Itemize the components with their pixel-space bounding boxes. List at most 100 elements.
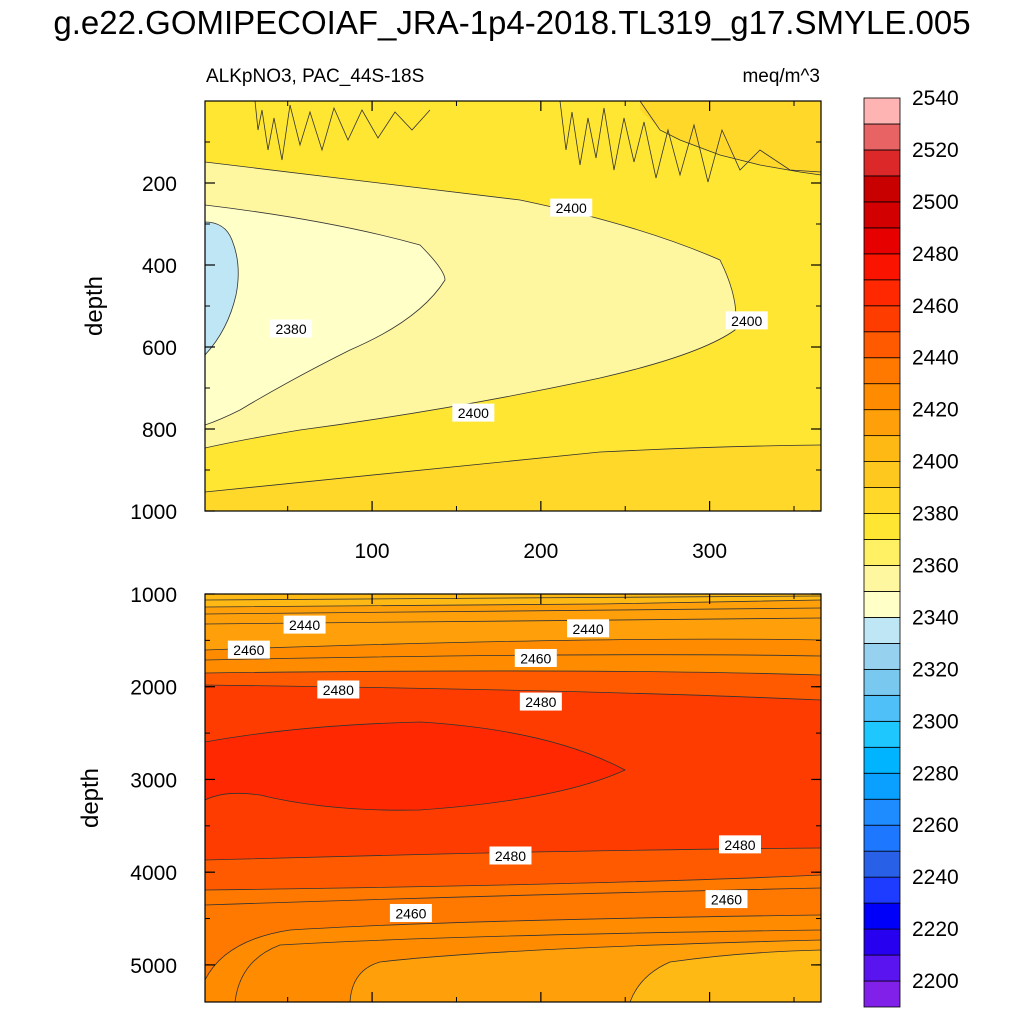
contour-label-bg-lower-9 xyxy=(705,890,748,909)
colorbar: 2200 2220 2240 2260 2280 2300 2320 2340 2360 2380… xyxy=(863,87,959,1008)
colorbar-swatch-0 xyxy=(863,980,901,1008)
colorbar-swatch-25 xyxy=(863,331,901,359)
lower-plot-frame xyxy=(204,593,822,1003)
chart-units: meq/m^3 xyxy=(742,66,820,87)
colorbar-label-8: 2360 xyxy=(912,554,959,577)
contour-2410-line xyxy=(639,101,821,176)
fill-2350-region xyxy=(205,222,239,355)
colorbar-swatch-19 xyxy=(863,487,901,514)
colorbar-swatch-21 xyxy=(863,435,901,462)
colorbar-swatch-20 xyxy=(863,461,901,488)
colorbar-swatch-13 xyxy=(863,643,901,670)
colorbar-swatch-7 xyxy=(863,798,901,826)
contour-label-upper-1: 2400 xyxy=(731,313,762,329)
fill-2485-region xyxy=(205,722,625,811)
colorbar-label-16: 2520 xyxy=(912,139,959,162)
colorbar-swatch-29 xyxy=(863,227,901,255)
contour-label-lower-7: 2480 xyxy=(724,837,755,853)
lower-contour-labels: 2440 2440 2460 2460 2480 2480 2480 2480 2460 2460 xyxy=(227,615,761,922)
contour-label-bg-lower-6 xyxy=(489,846,532,865)
contour-label-lower-9: 2460 xyxy=(711,892,742,908)
fill-2445-region xyxy=(205,639,821,675)
colorbar-label-4: 2280 xyxy=(912,762,959,785)
colorbar-label-15: 2500 xyxy=(912,191,959,214)
y-tick-label-upper-0: 200 xyxy=(142,173,177,196)
x-axis: 100 200 300 xyxy=(355,540,728,563)
colorbar-swatch-14 xyxy=(863,617,901,644)
x-tick-label-1: 200 xyxy=(523,540,558,563)
colorbar-label-0: 2200 xyxy=(912,970,959,993)
contour-2430-bottom-line xyxy=(629,949,821,1002)
contour-label-lower-0: 2440 xyxy=(289,617,320,633)
contour-label-upper-2: 2380 xyxy=(275,321,306,337)
fill-2370-region xyxy=(205,205,445,425)
colorbar-swatch-2 xyxy=(863,928,901,956)
colorbar-swatch-8 xyxy=(863,772,901,800)
colorbar-swatch-16 xyxy=(863,565,901,592)
contour-2490-line xyxy=(205,721,626,811)
y-tick-label-upper-1: 400 xyxy=(142,255,177,278)
contour-label-bg-upper-0 xyxy=(550,198,593,217)
contour-2425-line xyxy=(205,599,821,608)
colorbar-swatch-18 xyxy=(863,513,901,540)
upper-contour-lines xyxy=(205,101,821,493)
contour-label-lower-2: 2460 xyxy=(233,642,264,658)
contour-label-upper-0: 2400 xyxy=(556,200,587,216)
colorbar-swatch-24 xyxy=(863,357,901,385)
colorbar-label-9: 2380 xyxy=(912,503,959,526)
contour-label-lower-5: 2480 xyxy=(525,694,556,710)
contour-label-bg-lower-4 xyxy=(317,680,360,699)
colorbar-label-7: 2340 xyxy=(912,606,959,629)
y-tick-label-lower-3: 4000 xyxy=(130,862,177,885)
contour-label-bg-lower-1 xyxy=(567,619,610,638)
colorbar-label-17: 2540 xyxy=(912,87,959,110)
contour-label-lower-6: 2480 xyxy=(495,848,526,864)
y-tick-label-lower-0: 1000 xyxy=(130,584,177,607)
colorbar-swatch-4 xyxy=(863,876,901,904)
contour-label-upper-3: 2400 xyxy=(458,405,489,421)
lower-y-axis: 1000 2000 3000 4000 5000 xyxy=(130,584,821,1002)
contour-2420-line xyxy=(205,444,821,493)
contour-2400-line xyxy=(205,161,737,449)
contour-label-bg-lower-2 xyxy=(227,640,270,659)
colorbar-swatch-12 xyxy=(863,668,901,696)
colorbar-swatch-26 xyxy=(863,305,901,333)
y-tick-label-lower-2: 3000 xyxy=(130,769,177,792)
fill-2412-top-region xyxy=(205,101,821,175)
contour-2360-line xyxy=(205,221,239,356)
fill-2412-region xyxy=(205,445,821,511)
y-tick-label-upper-4: 1000 xyxy=(130,501,177,524)
y-tick-label-upper-3: 800 xyxy=(142,419,177,442)
contour-2470-line xyxy=(205,684,821,701)
contour-label-bg-lower-3 xyxy=(514,648,557,667)
contour-label-bg-lower-5 xyxy=(519,692,562,711)
lower-contour-lines xyxy=(205,595,821,1002)
colorbar-swatch-11 xyxy=(863,694,901,722)
x-tick-label-2: 300 xyxy=(692,540,727,563)
colorbar-label-1: 2220 xyxy=(912,918,959,941)
contour-2455-line xyxy=(205,887,821,906)
colorbar-swatch-17 xyxy=(863,539,901,566)
contour-2480-line xyxy=(205,847,821,861)
colorbar-swatch-31 xyxy=(863,175,901,203)
colorbar-swatch-32 xyxy=(863,149,901,177)
contour-label-bg-upper-3 xyxy=(452,403,495,422)
chart-title: g.e22.GOMIPECOIAF_JRA-1p4-2018.TL319_g17… xyxy=(53,4,970,41)
colorbar-label-3: 2260 xyxy=(912,814,959,837)
fill-2425-bottom-region xyxy=(630,950,821,1002)
colorbar-swatch-1 xyxy=(863,954,901,982)
contour-label-lower-1: 2440 xyxy=(573,621,604,637)
colorbar-swatch-27 xyxy=(863,279,901,307)
chart-subtitle-left: ALKpNO3, PAC_44S-18S xyxy=(206,66,424,87)
contour-label-lower-8: 2460 xyxy=(395,905,426,921)
contour-noise-line-b xyxy=(559,101,821,183)
upper-contour-labels: 2400 2400 2380 2400 xyxy=(270,198,768,422)
colorbar-label-13: 2460 xyxy=(912,295,959,318)
contour-2420-line xyxy=(205,595,821,601)
colorbar-swatch-5 xyxy=(863,850,901,878)
contour-2450-bottom-line xyxy=(205,914,821,981)
upper-y-axis-label: depth xyxy=(81,276,108,336)
y-tick-label-lower-4: 5000 xyxy=(130,955,177,978)
colorbar-label-10: 2400 xyxy=(912,451,959,474)
